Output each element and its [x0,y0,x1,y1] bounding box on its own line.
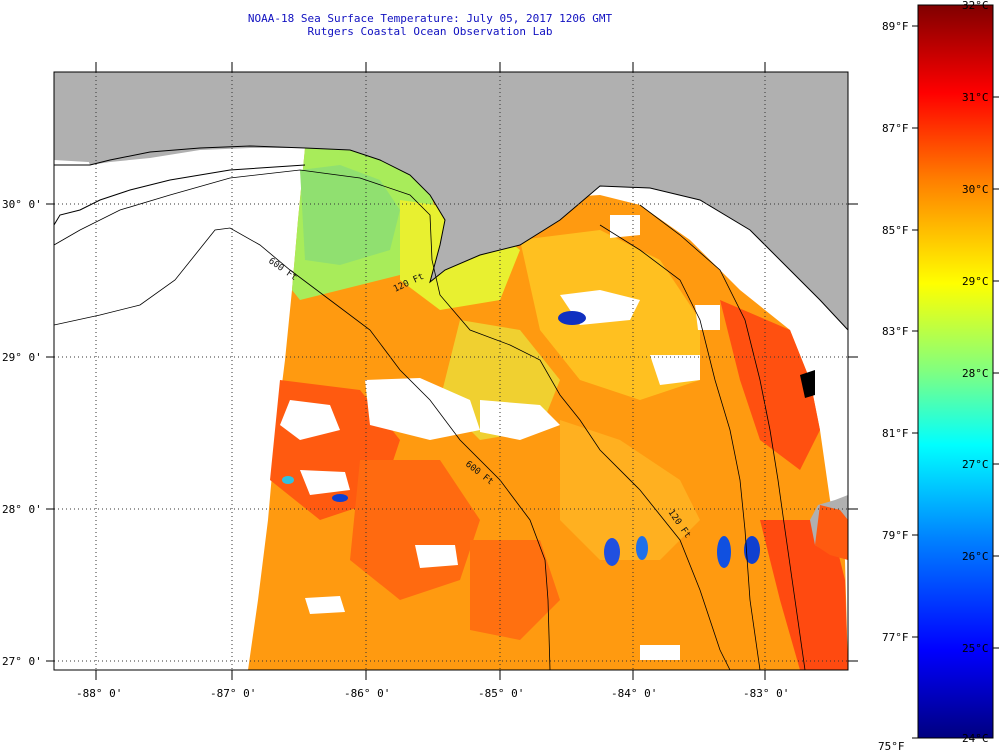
colorbar-f-label: 79°F [882,529,909,542]
cold-spot [282,476,294,484]
sst-cool-patch [300,165,400,265]
cloud-patch [640,645,680,660]
cold-spot [558,311,586,325]
cloud-patch [280,400,340,440]
lon-label: -83° 0' [743,687,789,700]
lat-label: 27° 0' [2,655,42,668]
sst-warm-patch [760,520,848,670]
graticule [54,72,848,670]
cold-spot [744,536,760,564]
colorbar-c-label: 25°C [962,642,989,655]
colorbar-f-label: 85°F [882,224,909,237]
contour-600ft-east [599,224,761,670]
cloud-patch [365,378,480,440]
cold-spot [604,538,620,566]
sst-yellow-zone [560,420,700,560]
coast-dark-patch [800,370,815,398]
colorbar-c-label: 30°C [962,183,989,196]
lat-label: 29° 0' [2,351,42,364]
colorbar-ticks [912,25,999,739]
lon-label: -88° 0' [76,687,122,700]
cold-spot [717,536,731,568]
lon-label: -86° 0' [344,687,390,700]
axis-ticks [46,62,858,680]
colorbar-f-label: 87°F [882,122,909,135]
coastline [54,145,848,331]
lon-label: -84° 0' [611,687,657,700]
cloud-patch [415,545,458,568]
map-subtitle: Rutgers Coastal Ocean Observation Lab [307,25,553,38]
colorbar-f-label: 81°F [882,427,909,440]
colorbar [917,4,994,739]
colorbar-f-label: 83°F [882,325,909,338]
sst-warm-patch [470,540,560,640]
cold-spot [636,536,648,560]
cloud-patch [480,400,560,440]
colorbar-c-label: 32°C [962,0,989,12]
colorbar-c-label: 29°C [962,275,989,288]
lat-label: 28° 0' [2,503,42,516]
shelf-edge-outline [54,164,306,226]
map-frame [53,71,849,671]
lon-label: -87° 0' [210,687,256,700]
land-alabama [54,72,305,162]
contour-600ft-west [54,227,551,670]
cloud-patch [305,596,345,614]
colorbar-c-label: 27°C [962,458,989,471]
colorbar-c-label: 31°C [962,91,989,104]
cold-spot [332,494,348,502]
colorbar-f-label: 89°F [882,20,909,33]
colorbar-c-label: 24°C [962,732,989,745]
map-title: NOAA-18 Sea Surface Temperature: July 05… [247,12,613,25]
colorbar-f-label: 75°F [878,740,905,753]
cloud-patch [650,355,700,385]
lon-label: -85° 0' [478,687,524,700]
contour-120ft-west [54,169,731,670]
cloud-patch [610,215,640,238]
colorbar-f-label: 77°F [882,631,909,644]
sst-bay-patch [815,505,848,560]
sst-warm-patch [720,300,820,470]
colorbar-c-label: 26°C [962,550,989,563]
lat-label: 30° 0' [2,198,42,211]
colorbar-c-label: 28°C [962,367,989,380]
cloud-patch [300,470,350,495]
